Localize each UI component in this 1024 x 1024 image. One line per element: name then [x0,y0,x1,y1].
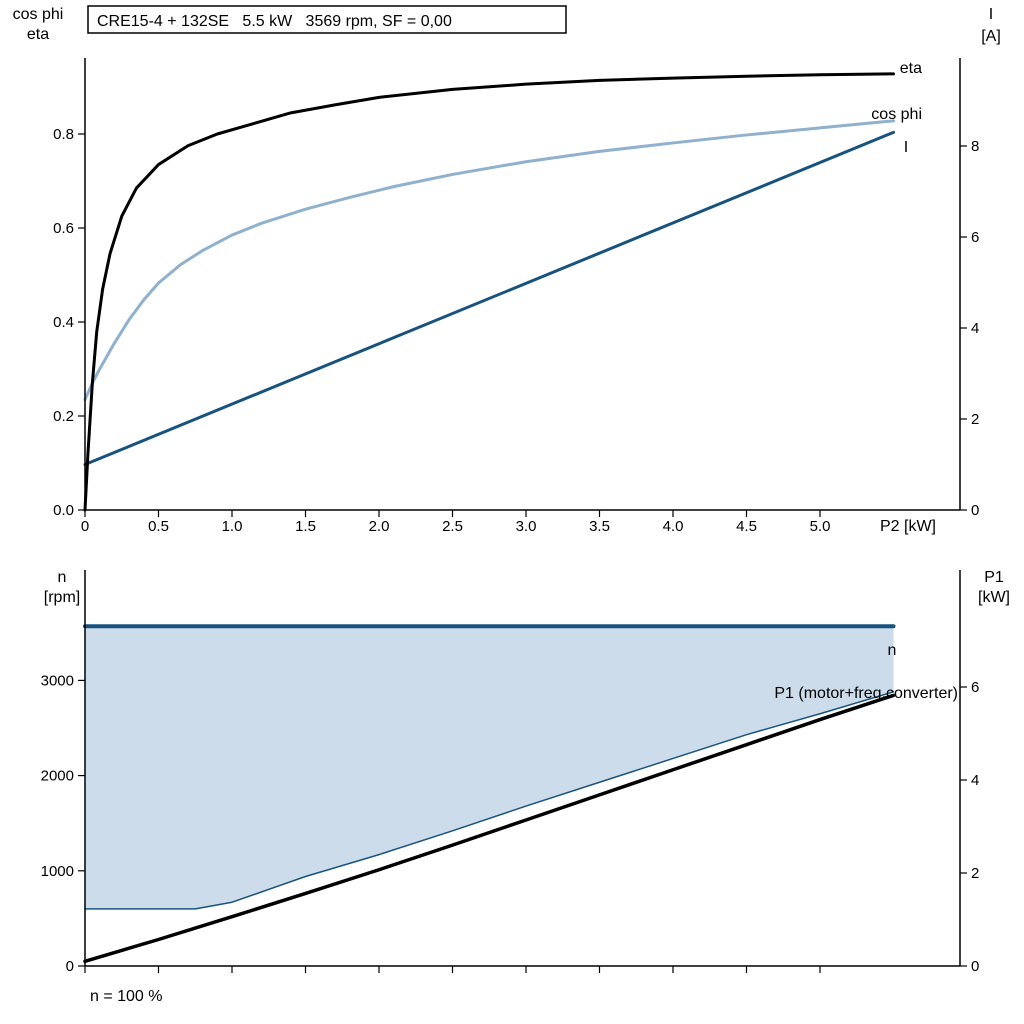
right-tick-label: 0 [971,958,979,975]
top-left-axis-title-line1: cos phi [13,6,64,23]
cos-phi-series-label: cos phi [871,106,922,123]
left-tick-label: 2000 [41,768,74,785]
right-tick-label: 0 [971,502,979,519]
right-tick-label: 4 [971,772,979,789]
left-tick-label: 1000 [41,863,74,880]
x-tick-label: 5.0 [810,518,831,535]
chart-labels-layer: cos phi eta I [A] CRE15-4 + 132SE 5.5 kW… [13,5,1010,1005]
curve-eta [83,72,895,512]
current-series-label: I [904,139,908,156]
top-right-axis-title-line1: I [989,6,993,23]
top-x-axis-label: P2 [kW] [880,518,936,535]
left-tick-label: 0.4 [53,314,74,331]
x-tick-label: 4.0 [663,518,684,535]
curve-n-min [84,691,895,910]
right-tick-label: 8 [971,138,979,155]
bottom-right-axis-title-line1: P1 [984,569,1004,586]
p1-series-label: P1 (motor+freq.converter) [774,685,958,702]
x-tick-label: 4.5 [736,518,757,535]
speed-series-label: n [888,642,897,659]
left-tick-label: 0.8 [53,126,74,143]
left-tick-label: 0.6 [53,220,74,237]
x-tick-label: 2.0 [369,518,390,535]
right-tick-label: 2 [971,411,979,428]
x-tick-label: 1.5 [295,518,316,535]
x-tick-label: 0.5 [148,518,169,535]
bottom-right-axis-title-line2: [kW] [978,589,1010,606]
right-tick-label: 2 [971,865,979,882]
right-tick-label: 6 [971,229,979,246]
right-tick-label: 4 [971,320,979,337]
chart-title: CRE15-4 + 132SE 5.5 kW 3569 rpm, SF = 0,… [97,13,452,30]
right-tick-label: 6 [971,679,979,696]
left-tick-label: 3000 [41,672,74,689]
x-tick-label: 3.5 [589,518,610,535]
left-tick-label: 0.2 [53,408,74,425]
x-tick-label: 3.0 [516,518,537,535]
speed-range-area [85,626,894,909]
x-tick-label: 2.5 [442,518,463,535]
top-left-axis-title-line2: eta [27,26,49,43]
chart-generated-layer: 0 0.5 1.0 1.5 2.0 2.5 3.0 3.5 4.0 4.5 5.0 0.0 0.2 0.4… [41,58,979,975]
bottom-left-axis-title-line1: n [58,569,67,586]
top-right-axis-title-line2: [A] [981,28,1001,45]
eta-series-label: eta [900,60,922,77]
bottom-left-axis-title-line2: [rpm] [44,589,80,606]
speed-percentage-footnote: n = 100 % [90,988,163,1005]
x-tick-label: 1.0 [222,518,243,535]
curve-P1 [83,693,896,964]
curve-I [83,130,895,466]
x-tick-label: 0 [81,518,89,535]
curve-cos-phi [83,119,895,402]
left-tick-label: 0 [66,958,74,975]
chart-title-box [87,5,567,34]
left-tick-label: 0.0 [53,502,74,519]
